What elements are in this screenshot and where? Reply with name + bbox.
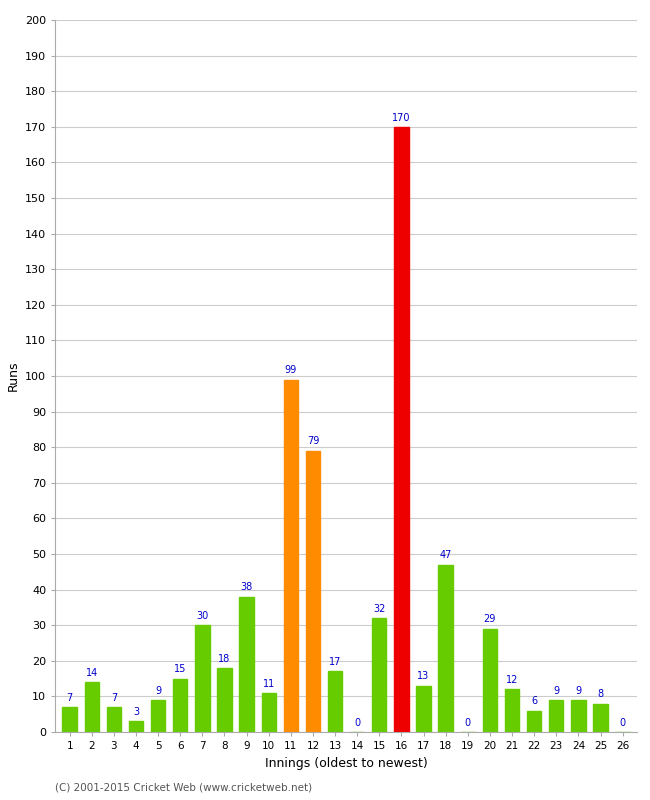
Text: (C) 2001-2015 Cricket Web (www.cricketweb.net): (C) 2001-2015 Cricket Web (www.cricketwe…	[55, 782, 313, 792]
Bar	[261, 693, 276, 732]
Text: 7: 7	[111, 693, 117, 703]
Text: 7: 7	[66, 693, 73, 703]
Text: 0: 0	[465, 718, 471, 728]
Bar	[417, 686, 431, 732]
Bar	[173, 678, 187, 732]
Bar	[483, 629, 497, 732]
Text: 30: 30	[196, 611, 209, 621]
Text: 170: 170	[392, 113, 411, 122]
Bar	[527, 710, 541, 732]
Text: 38: 38	[240, 582, 253, 593]
X-axis label: Innings (oldest to newest): Innings (oldest to newest)	[265, 757, 428, 770]
Bar	[505, 690, 519, 732]
Bar	[62, 707, 77, 732]
Text: 11: 11	[263, 678, 275, 689]
Text: 99: 99	[285, 366, 297, 375]
Bar	[84, 682, 99, 732]
Bar	[372, 618, 387, 732]
Text: 6: 6	[531, 696, 537, 706]
Bar	[593, 703, 608, 732]
Text: 13: 13	[417, 671, 430, 682]
Text: 14: 14	[86, 668, 98, 678]
Text: 3: 3	[133, 707, 139, 717]
Text: 8: 8	[597, 690, 604, 699]
Text: 32: 32	[373, 604, 385, 614]
Text: 9: 9	[575, 686, 582, 696]
Bar	[328, 671, 343, 732]
Text: 12: 12	[506, 675, 518, 685]
Text: 9: 9	[553, 686, 560, 696]
Text: 18: 18	[218, 654, 231, 664]
Y-axis label: Runs: Runs	[6, 361, 20, 391]
Text: 15: 15	[174, 664, 187, 674]
Bar	[439, 565, 453, 732]
Bar	[151, 700, 165, 732]
Text: 17: 17	[329, 658, 341, 667]
Text: 9: 9	[155, 686, 161, 696]
Bar	[395, 126, 409, 732]
Bar	[107, 707, 121, 732]
Bar	[306, 450, 320, 732]
Bar	[239, 597, 254, 732]
Text: 0: 0	[354, 718, 360, 728]
Text: 79: 79	[307, 437, 319, 446]
Text: 29: 29	[484, 614, 496, 625]
Bar	[195, 626, 209, 732]
Bar	[549, 700, 564, 732]
Bar	[217, 668, 231, 732]
Bar	[283, 379, 298, 732]
Bar	[571, 700, 586, 732]
Text: 47: 47	[439, 550, 452, 561]
Bar	[129, 722, 143, 732]
Text: 0: 0	[619, 718, 626, 728]
